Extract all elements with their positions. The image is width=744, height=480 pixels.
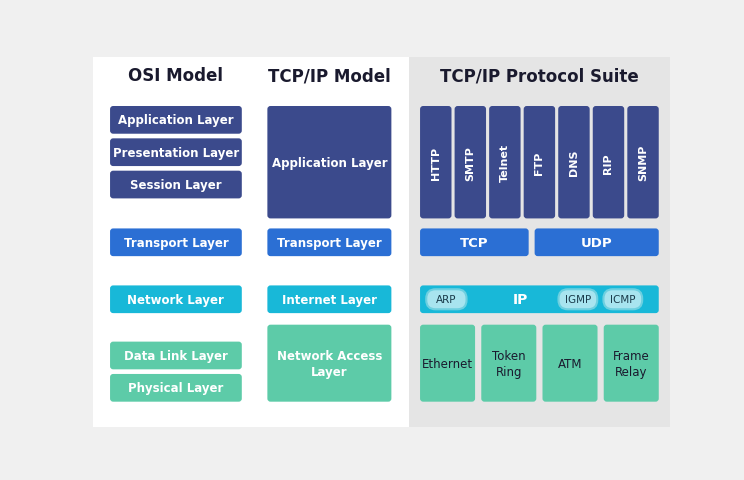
FancyBboxPatch shape xyxy=(489,107,521,219)
FancyBboxPatch shape xyxy=(524,107,555,219)
FancyBboxPatch shape xyxy=(110,342,242,370)
Bar xyxy=(409,58,670,427)
FancyBboxPatch shape xyxy=(627,107,658,219)
FancyBboxPatch shape xyxy=(420,107,452,219)
FancyBboxPatch shape xyxy=(542,325,597,402)
FancyBboxPatch shape xyxy=(110,229,242,257)
Text: Physical Layer: Physical Layer xyxy=(128,382,224,395)
Text: Ethernet: Ethernet xyxy=(422,357,473,370)
Text: Presentation Layer: Presentation Layer xyxy=(113,146,239,159)
Text: RIP: RIP xyxy=(603,153,614,173)
FancyBboxPatch shape xyxy=(559,289,597,310)
FancyBboxPatch shape xyxy=(267,286,391,313)
FancyBboxPatch shape xyxy=(603,289,642,310)
FancyBboxPatch shape xyxy=(420,229,529,257)
Text: OSI Model: OSI Model xyxy=(129,67,223,85)
FancyBboxPatch shape xyxy=(110,374,242,402)
Text: DNS: DNS xyxy=(569,150,579,176)
FancyBboxPatch shape xyxy=(110,139,242,167)
Text: ATM: ATM xyxy=(558,357,583,370)
Text: Transport Layer: Transport Layer xyxy=(124,236,228,249)
FancyBboxPatch shape xyxy=(558,107,590,219)
Text: Internet Layer: Internet Layer xyxy=(282,293,377,306)
Text: Data Link Layer: Data Link Layer xyxy=(124,349,228,362)
Text: ICMP: ICMP xyxy=(610,295,635,305)
Text: SNMP: SNMP xyxy=(638,145,648,181)
FancyBboxPatch shape xyxy=(603,325,658,402)
Text: SMTP: SMTP xyxy=(465,145,475,180)
FancyBboxPatch shape xyxy=(420,286,658,313)
FancyBboxPatch shape xyxy=(593,107,624,219)
Text: IGMP: IGMP xyxy=(565,295,591,305)
Text: TCP/IP Model: TCP/IP Model xyxy=(268,67,391,85)
Text: Frame
Relay: Frame Relay xyxy=(613,349,650,378)
FancyBboxPatch shape xyxy=(267,107,391,219)
FancyBboxPatch shape xyxy=(110,107,242,134)
FancyBboxPatch shape xyxy=(455,107,486,219)
Text: Network Layer: Network Layer xyxy=(127,293,225,306)
Text: TCP/IP Protocol Suite: TCP/IP Protocol Suite xyxy=(440,67,639,85)
Text: Transport Layer: Transport Layer xyxy=(277,236,382,249)
Text: HTTP: HTTP xyxy=(431,146,440,180)
Text: Application Layer: Application Layer xyxy=(118,114,234,127)
Text: UDP: UDP xyxy=(581,236,612,249)
FancyBboxPatch shape xyxy=(420,325,475,402)
FancyBboxPatch shape xyxy=(426,289,466,310)
Text: IP: IP xyxy=(513,293,528,307)
FancyBboxPatch shape xyxy=(535,229,658,257)
Text: ARP: ARP xyxy=(436,295,457,305)
FancyBboxPatch shape xyxy=(110,286,242,313)
Text: TCP: TCP xyxy=(460,236,489,249)
FancyBboxPatch shape xyxy=(110,171,242,199)
Text: Telnet: Telnet xyxy=(500,144,510,182)
Text: Network Access
Layer: Network Access Layer xyxy=(277,349,382,378)
Text: Token
Ring: Token Ring xyxy=(492,349,525,378)
Bar xyxy=(93,58,409,427)
Text: Application Layer: Application Layer xyxy=(272,156,387,169)
FancyBboxPatch shape xyxy=(481,325,536,402)
FancyBboxPatch shape xyxy=(267,229,391,257)
Text: FTP: FTP xyxy=(534,151,545,175)
Text: Session Layer: Session Layer xyxy=(130,179,222,192)
FancyBboxPatch shape xyxy=(267,325,391,402)
